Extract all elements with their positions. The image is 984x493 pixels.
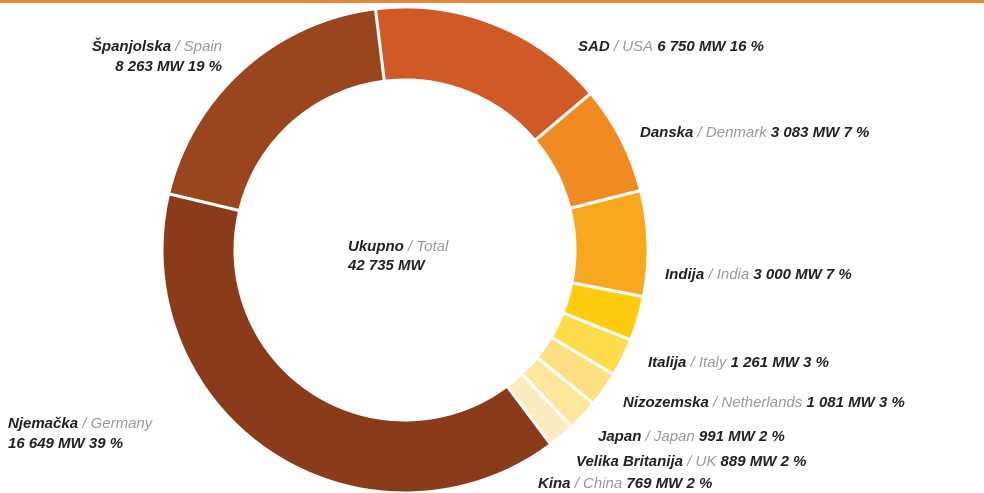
category-en: USA (622, 38, 653, 55)
center-label-en: Total (416, 238, 449, 255)
category-en: Italy (699, 354, 728, 371)
slice (160, 191, 553, 493)
category-en: Germany (91, 415, 154, 432)
percent-label: 16 % (730, 38, 764, 55)
slice-label: Indija / India 3 000 MW 7 % (665, 266, 852, 283)
value-label: 3 000 MW (753, 266, 823, 283)
slice (166, 7, 386, 213)
separator: / (686, 453, 693, 470)
separator: / (707, 266, 714, 283)
separator: / (712, 394, 719, 411)
category: Njemačka (8, 415, 78, 432)
slice-label: Italija / Italy 1 261 MW 3 % (648, 354, 829, 371)
category: Japan (598, 428, 641, 445)
slice-label: Danska / Denmark 3 083 MW 7 % (640, 124, 869, 141)
percent-label: 3 % (803, 354, 829, 371)
category-en: UK (696, 453, 718, 470)
category-en: Netherlands (721, 394, 802, 411)
category: SAD (578, 38, 610, 55)
category: Nizozemska (623, 394, 709, 411)
value-label: 1 081 MW (806, 394, 876, 411)
slice-label: Španjolska / Spain (92, 37, 222, 55)
value-label: 769 MW (626, 475, 684, 492)
percent-label: 19 % (188, 58, 222, 75)
labels: SAD / USA 6 750 MW 16 % Danska / Denmark … (8, 37, 905, 492)
separator: / (81, 415, 88, 432)
slice-label: Njemačka / Germany (8, 415, 154, 432)
slice-value-label: 16 649 MW 39 % (8, 435, 123, 452)
category-en: Japan (653, 428, 695, 445)
slice-value-label: 8 263 MW 19 % (115, 58, 222, 75)
percent-label: 7 % (826, 266, 852, 283)
separator: / (690, 354, 697, 371)
separator: / (574, 475, 581, 492)
value-label: 1 261 MW (731, 354, 801, 371)
slice-label: Velika Britanija / UK 889 MW 2 % (576, 453, 806, 470)
category-en: Spain (184, 38, 222, 55)
separator: / (613, 38, 620, 55)
slices (160, 5, 650, 493)
percent-label: 7 % (843, 124, 869, 141)
slice-label: SAD / USA 6 750 MW 16 % (578, 38, 764, 55)
percent-label: 3 % (879, 394, 905, 411)
percent-label: 2 % (780, 453, 807, 470)
center-label-local: Ukupno (348, 238, 404, 255)
category: Danska (640, 124, 693, 141)
slice-label: Nizozemska / Netherlands 1 081 MW 3 % (623, 394, 905, 411)
value-label: 8 263 MW (115, 58, 185, 75)
total-label: 42 735 MW (347, 257, 427, 274)
category-en: China (583, 475, 622, 492)
percent-label: 39 % (89, 435, 123, 452)
value-label: 6 750 MW (657, 38, 727, 55)
category: Velika Britanija (576, 453, 683, 470)
center-label: Ukupno / Total (348, 238, 449, 255)
slice-label: Japan / Japan 991 MW 2 % (598, 428, 785, 445)
value-label: 3 083 MW (771, 124, 841, 141)
separator: / (407, 238, 414, 255)
top-rule (0, 0, 984, 3)
value-label: 991 MW (699, 428, 757, 445)
slice-label: Kina / China 769 MW 2 % (538, 475, 712, 492)
category-en: India (717, 266, 750, 283)
value-label: 16 649 MW (8, 435, 87, 452)
category: Kina (538, 475, 571, 492)
separator: / (645, 428, 652, 445)
category: Španjolska (92, 37, 171, 55)
slice (568, 188, 650, 299)
separator: / (697, 124, 704, 141)
percent-label: 2 % (685, 475, 712, 492)
separator: / (174, 38, 181, 55)
category: Indija (665, 266, 704, 283)
category: Italija (648, 354, 686, 371)
percent-label: 2 % (758, 428, 785, 445)
category-en: Denmark (706, 124, 768, 141)
value-label: 889 MW (721, 453, 779, 470)
